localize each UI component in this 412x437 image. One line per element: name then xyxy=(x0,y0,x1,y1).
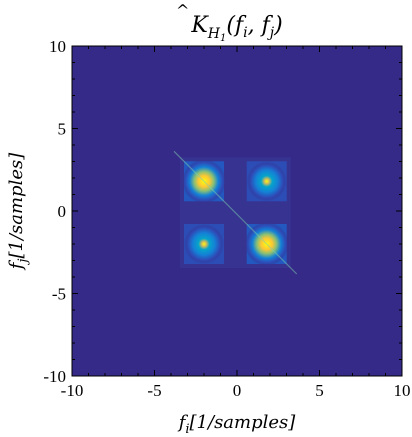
x-axis-label: fi[1/samples] xyxy=(177,412,297,437)
y-tick-label: -10 xyxy=(43,367,66,386)
y-tick-label: 5 xyxy=(58,120,67,139)
heatmap-blob-2 xyxy=(184,224,224,264)
heatmap-background xyxy=(72,46,402,376)
x-tick-label: 10 xyxy=(394,381,411,400)
title-hat: ^ xyxy=(176,1,189,20)
x-tick-label: 0 xyxy=(233,381,242,400)
y-tick-label: 10 xyxy=(49,37,66,56)
x-tick-label: -10 xyxy=(61,381,84,400)
chart-title: KH1(fi, fj) xyxy=(190,13,282,44)
x-tick-label: 5 xyxy=(315,381,324,400)
y-tick-label: 0 xyxy=(58,202,67,221)
heatmap-diagonal-streak xyxy=(173,150,298,275)
plot-area: -10 -5 0 5 10 -10 -5 0 5 10 xyxy=(43,37,410,400)
x-tick-label: -5 xyxy=(147,381,161,400)
heatmap-blob-1 xyxy=(246,161,287,202)
y-tick-label: -5 xyxy=(52,285,66,304)
y-axis-label: fj[1/samples] xyxy=(6,152,31,271)
